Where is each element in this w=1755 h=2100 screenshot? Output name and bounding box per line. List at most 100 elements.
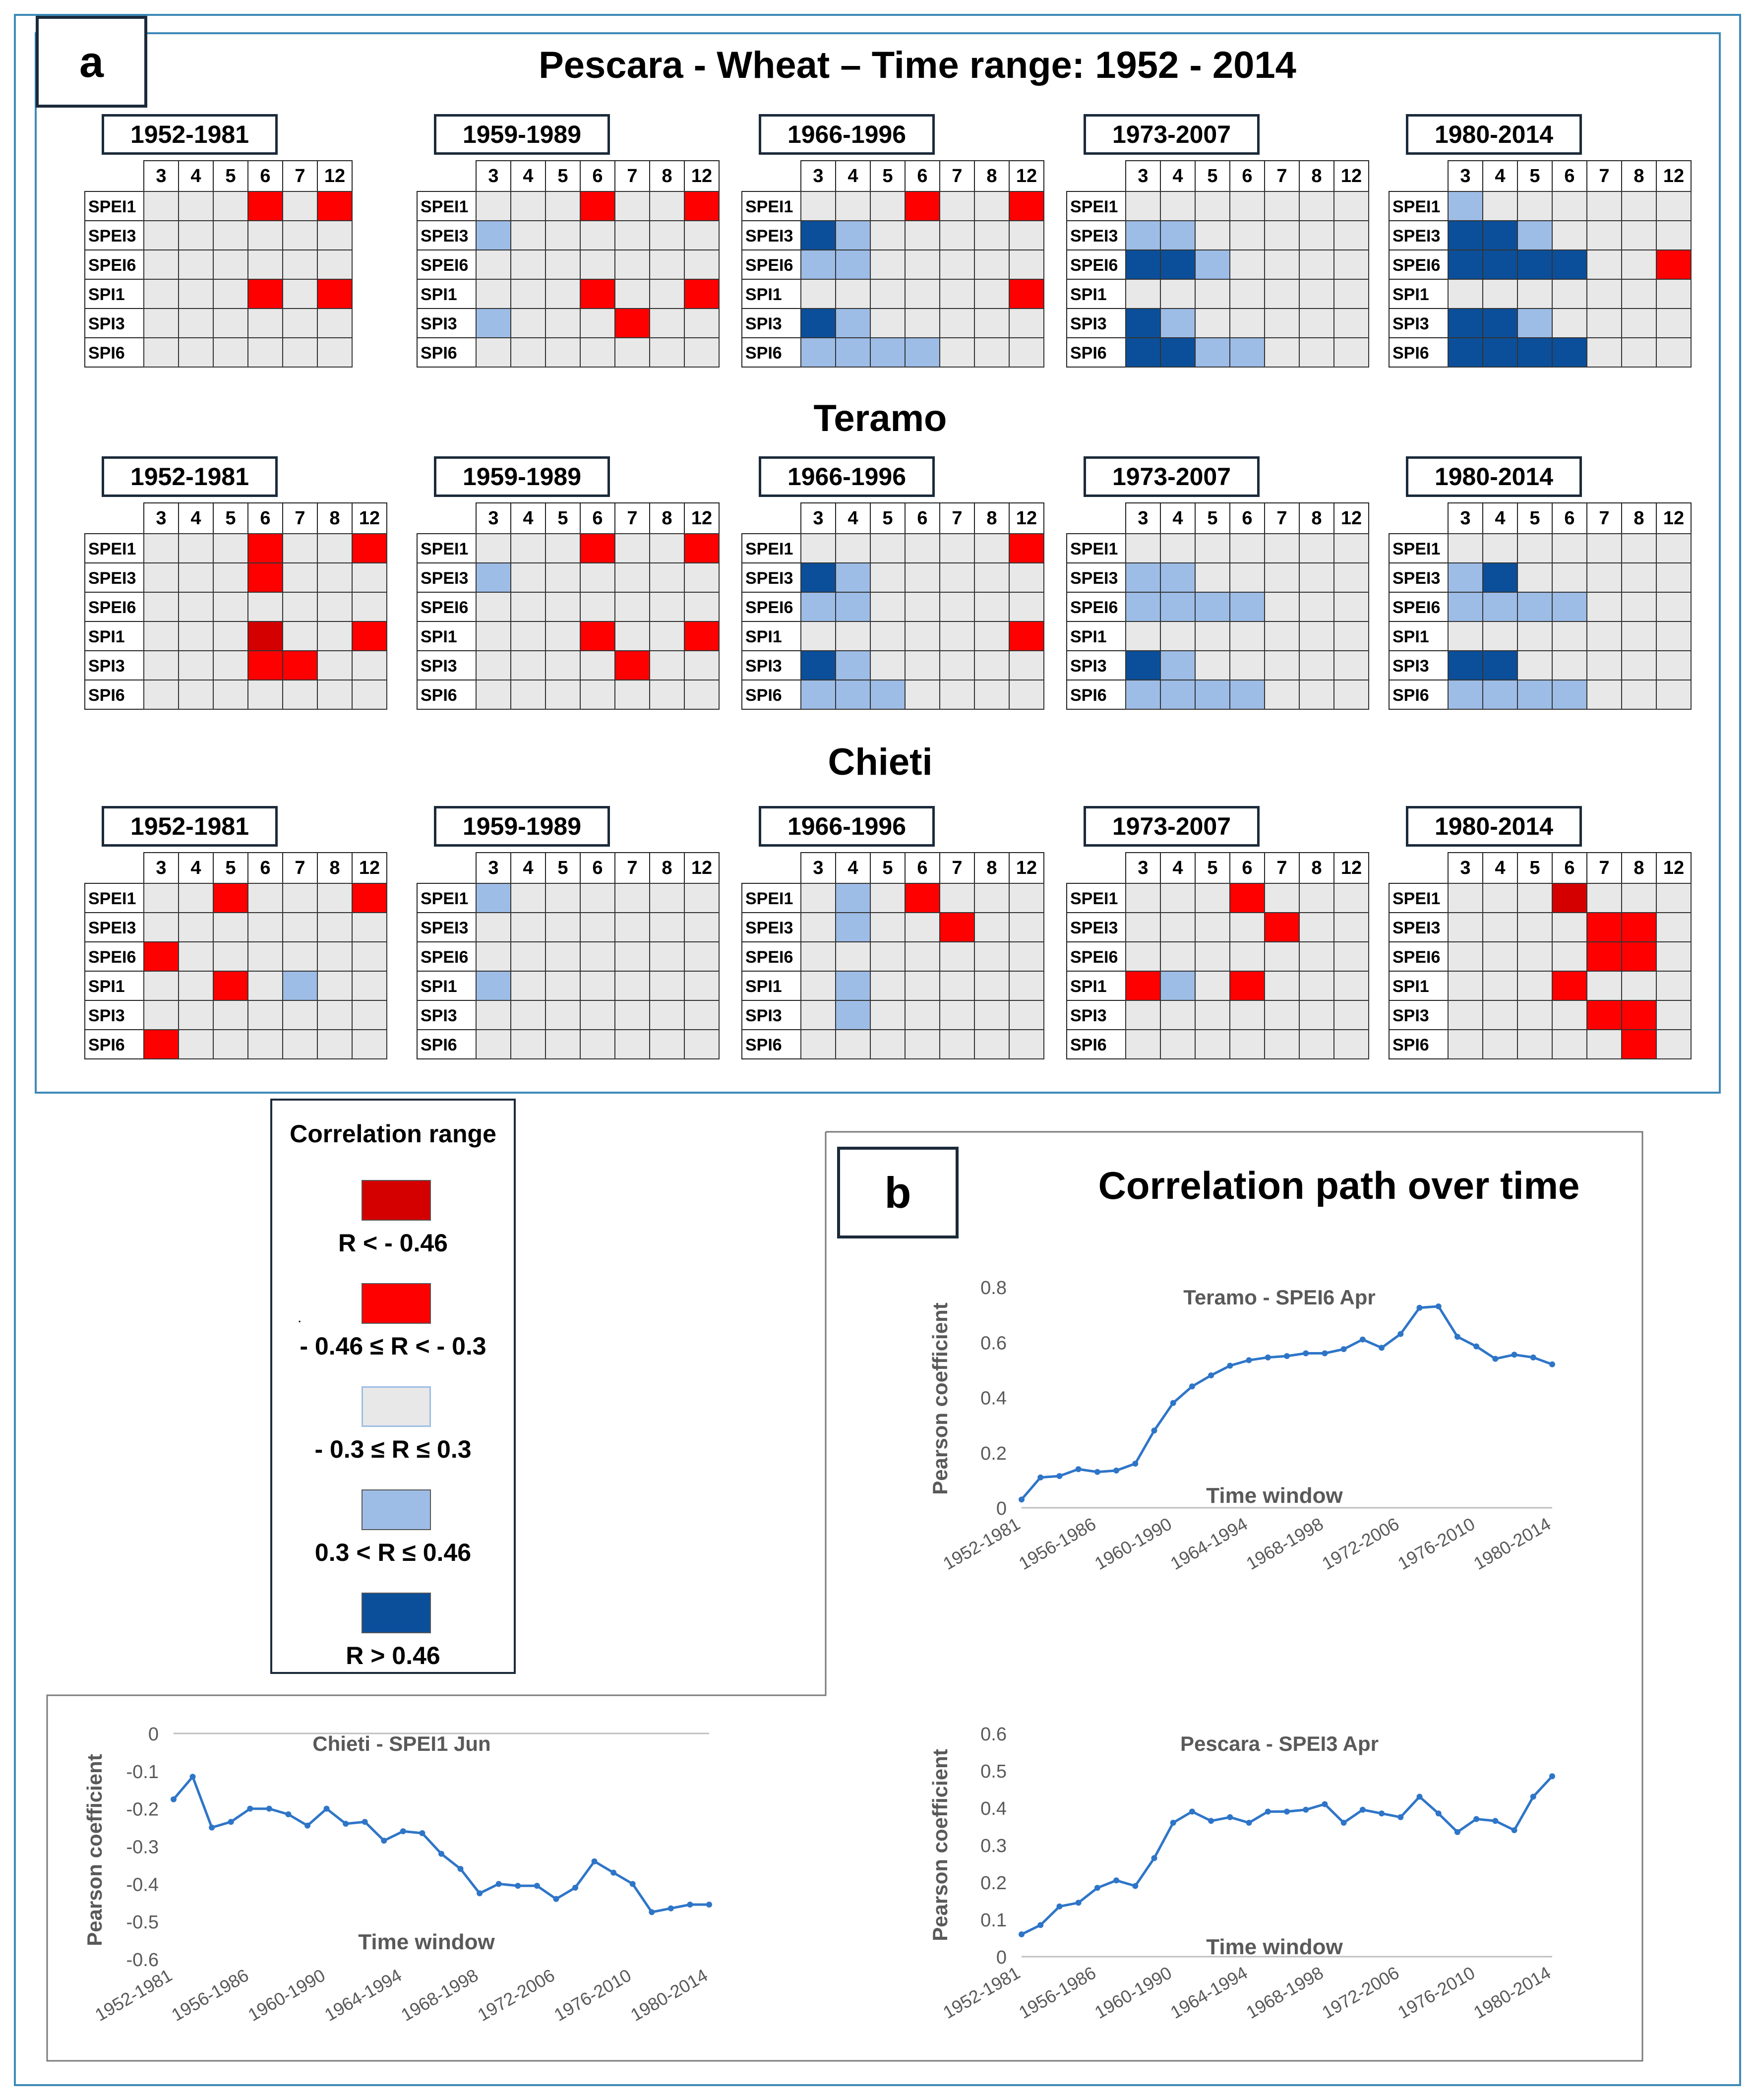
heatmap-cell (1482, 971, 1518, 1001)
heatmap-cell (476, 191, 511, 221)
heatmap-column-label: 7 (1276, 858, 1287, 878)
heatmap-cell (545, 592, 581, 622)
heatmap-cell (870, 679, 906, 710)
heatmap-cell (510, 191, 546, 221)
heatmap-cell (178, 562, 214, 593)
heatmap-cell (317, 592, 353, 622)
heatmap-column-label: 8 (1311, 166, 1322, 186)
y-tick-label: 0.4 (980, 1388, 1007, 1409)
heatmap-row-label: SPI6 (745, 1036, 782, 1054)
heatmap-cell (282, 279, 318, 309)
heatmap-cell (974, 679, 1010, 710)
heatmap-cell (1229, 941, 1265, 972)
heatmap-cell (1517, 562, 1553, 593)
heatmap-cell (510, 220, 546, 250)
heatmap-cell (835, 337, 871, 368)
heatmap-cell (870, 883, 906, 913)
heatmap-cell (800, 1029, 836, 1059)
heatmap-cell (1160, 941, 1196, 972)
heatmap-cell (870, 279, 906, 309)
heatmap-cell (317, 279, 353, 309)
heatmap-cell (1333, 337, 1369, 368)
heatmap-cell (974, 592, 1010, 622)
legend-swatch (362, 1489, 431, 1530)
heatmap-cell (1517, 883, 1553, 913)
heatmap-row-label: SPEI1 (1392, 197, 1440, 216)
heatmap-row-label: SPEI1 (88, 197, 136, 216)
heatmap-cell (1125, 941, 1161, 972)
heatmap-cell (649, 650, 685, 680)
window-label: 1973-2007 (1084, 456, 1260, 497)
heatmap-cell (1125, 1029, 1161, 1059)
heatmap-column-label: 3 (488, 166, 498, 186)
x-tick-label: 1972-2006 (1319, 1513, 1403, 1574)
heatmap-cell (545, 1000, 581, 1030)
heatmap-cell (1552, 592, 1587, 622)
heatmap-cell (282, 679, 318, 710)
heatmap-cell (1586, 592, 1622, 622)
heatmap-cell (1229, 1000, 1265, 1030)
heatmap-column-label: 4 (190, 508, 201, 529)
heatmap-cell (1586, 941, 1622, 972)
heatmap-cell (974, 883, 1010, 913)
heatmap-cell (905, 883, 940, 913)
heatmap-column-label: 12 (359, 508, 380, 529)
heatmap-row-label: SPEI3 (421, 569, 468, 588)
heatmap-cell (1517, 912, 1553, 942)
heatmap-cell (143, 1029, 179, 1059)
heatmap-row-label: SPEI6 (421, 256, 468, 275)
data-point (1094, 1469, 1100, 1475)
heatmap-table: 3 4 5 6 7 8 12 SPEI1 SPEI3 SPEI6 SPI1 SPI3 SPI6 (84, 852, 387, 1059)
data-point (1379, 1345, 1385, 1351)
data-point (1227, 1814, 1233, 1820)
heatmap-row-label-cell (1389, 883, 1449, 913)
legend-item: - 0.46 ≤ R < - 0.3 (272, 1283, 514, 1367)
heatmap-cell (143, 562, 179, 593)
heatmap-column-label: 6 (1564, 166, 1574, 186)
heatmap-cell (247, 249, 283, 280)
heatmap-cell (1160, 912, 1196, 942)
heatmap-cell (1482, 308, 1518, 338)
heatmap-table: 3 4 5 6 7 8 12 SPEI1 SPEI3 SPEI6 SPI1 SPI3 SPI6 (1066, 502, 1369, 710)
heatmap-cell (835, 1000, 871, 1030)
heatmap-cell (1125, 249, 1161, 280)
data-point (304, 1822, 310, 1829)
heatmap-row-label-cell (741, 912, 801, 942)
heatmap-cell (939, 650, 975, 680)
heatmap-cell (282, 249, 318, 280)
heatmap-row-label: SPEI1 (1070, 540, 1118, 558)
heatmap-row-label: SPEI3 (1070, 919, 1118, 937)
heatmap-cell (974, 249, 1010, 280)
heatmap-cell (545, 912, 581, 942)
heatmap-cell (1552, 1029, 1587, 1059)
heatmap-cell (1299, 650, 1334, 680)
heatmap-row-label-cell (1066, 679, 1126, 710)
heatmap-column-label: 3 (156, 508, 166, 529)
heatmap-header-cell (974, 502, 1010, 534)
heatmap-cell (178, 533, 214, 563)
heatmap-cell (800, 621, 836, 651)
heatmap-cell (580, 592, 615, 622)
heatmap-cell (614, 337, 650, 368)
heatmap-cell (476, 621, 511, 651)
legend-item: R < - 0.46 (272, 1180, 514, 1264)
heatmap-cell (1482, 621, 1518, 651)
heatmap-cell (684, 308, 720, 338)
heatmap-cell (1333, 912, 1369, 942)
data-point (1132, 1461, 1139, 1467)
heatmap-cell (835, 883, 871, 913)
heatmap-cell (1482, 220, 1518, 250)
heatmap-row-label: SPI3 (1070, 657, 1107, 676)
heatmap-row-label-cell (84, 220, 144, 250)
heatmap-cell (939, 621, 975, 651)
heatmap-cell (1125, 191, 1161, 221)
heatmap-header-cell (835, 852, 871, 884)
heatmap-column-label: 3 (488, 858, 498, 878)
heatmap-header-cell (1656, 852, 1692, 884)
heatmap-cell (1621, 220, 1657, 250)
heatmap-cell (213, 971, 248, 1001)
heatmap-header-cell (247, 852, 283, 884)
heatmap-row-label-cell (741, 650, 801, 680)
heatmap-cell (835, 191, 871, 221)
heatmap-header-cell (1009, 502, 1044, 534)
